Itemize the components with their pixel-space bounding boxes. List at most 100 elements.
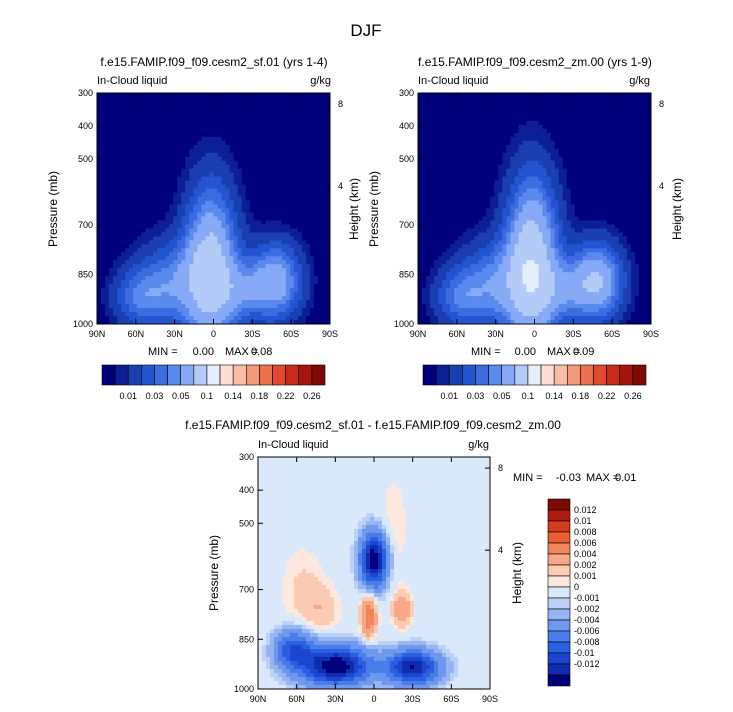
heatmap-cell <box>434 164 439 170</box>
heatmap-cell <box>574 164 580 170</box>
heatmap-cell <box>189 196 195 202</box>
heatmap-cell <box>121 172 126 178</box>
heatmap-cell <box>482 156 487 162</box>
heatmap-cell <box>614 136 620 142</box>
heatmap-cell <box>430 164 435 170</box>
heatmap-cell <box>586 120 592 126</box>
heatmap-cell <box>630 180 636 186</box>
heatmap-cell <box>253 164 259 170</box>
heatmap-cell <box>229 288 235 293</box>
heatmap-cell <box>137 280 142 285</box>
heatmap-cell <box>105 300 110 305</box>
heatmap-cell <box>149 204 154 210</box>
heatmap-cell <box>217 280 223 285</box>
heatmap-cell <box>285 112 291 118</box>
heatmap-cell <box>582 168 588 174</box>
heatmap-cell <box>538 184 544 190</box>
heatmap-cell <box>129 300 134 305</box>
heatmap-cell <box>201 228 207 233</box>
heatmap-cell <box>281 188 287 194</box>
heatmap-cell <box>614 192 620 198</box>
heatmap-cell <box>121 128 126 134</box>
heatmap-cell <box>177 268 182 273</box>
heatmap-cell <box>289 132 295 138</box>
heatmap-cell <box>97 172 102 178</box>
heatmap-cell <box>538 136 544 142</box>
heatmap-cell <box>245 308 251 313</box>
heatmap-cell <box>109 240 114 245</box>
heatmap-cell <box>265 312 271 317</box>
heatmap-cell <box>177 176 182 182</box>
heatmap-cell <box>109 152 114 158</box>
heatmap-cell <box>542 120 548 126</box>
heatmap-cell <box>205 184 211 190</box>
heatmap-cell <box>470 100 475 106</box>
heatmap-cell <box>185 108 190 114</box>
heatmap-cell <box>646 112 651 118</box>
heatmap-cell <box>217 264 223 269</box>
heatmap-cell <box>177 168 182 174</box>
heatmap-cell <box>530 96 536 102</box>
heatmap-cell <box>638 164 644 170</box>
heatmap-cell <box>209 252 215 257</box>
heatmap-cell <box>221 188 227 194</box>
heatmap-cell <box>205 280 211 285</box>
heatmap-cell <box>249 168 255 174</box>
heatmap-cell <box>562 156 568 162</box>
heatmap-cell <box>562 164 568 170</box>
heatmap-cell <box>510 104 516 110</box>
heatmap-cell <box>213 244 219 249</box>
heatmap-cell <box>502 112 507 118</box>
heatmap-cell <box>221 184 227 190</box>
heatmap-cell <box>149 168 154 174</box>
heatmap-cell <box>494 172 499 178</box>
heatmap-cell <box>422 152 427 158</box>
heatmap-cell <box>309 144 315 150</box>
heatmap-cell <box>325 168 330 174</box>
heatmap-cell <box>434 136 439 142</box>
heatmap-cell <box>265 240 271 245</box>
heatmap-cell <box>149 312 154 317</box>
heatmap-cell <box>113 232 118 237</box>
heatmap-cell <box>193 292 199 297</box>
heatmap-cell <box>201 168 207 174</box>
heatmap-cell <box>169 136 174 142</box>
heatmap-cell <box>169 264 174 269</box>
heatmap-cell <box>173 112 178 118</box>
heatmap-cell <box>546 116 552 122</box>
heatmap-cell <box>125 224 130 230</box>
heatmap-cell <box>101 120 106 126</box>
heatmap-cell <box>145 140 150 146</box>
heatmap-cell <box>201 196 207 202</box>
heatmap-cell <box>137 96 142 102</box>
heatmap-cell <box>157 248 162 253</box>
heatmap-cell <box>297 180 303 186</box>
heatmap-cell <box>313 296 319 301</box>
heatmap-cell <box>141 300 146 305</box>
heatmap-cell <box>161 308 166 313</box>
heatmap-cell <box>97 188 102 194</box>
heatmap-cell <box>582 156 588 162</box>
heatmap-cell <box>273 252 279 257</box>
heatmap-cell <box>241 104 247 110</box>
heatmap-cell <box>642 144 648 150</box>
heatmap-cell <box>289 208 295 214</box>
heatmap-cell <box>157 156 162 162</box>
heatmap-cell <box>165 280 170 285</box>
heatmap-cell <box>157 208 162 214</box>
heatmap-cell <box>622 164 628 170</box>
heatmap-cell <box>293 268 299 273</box>
heatmap-cell <box>273 216 279 222</box>
heatmap-cell <box>125 144 130 150</box>
heatmap-cell <box>145 116 150 122</box>
heatmap-cell <box>193 240 199 245</box>
heatmap-cell <box>189 116 195 122</box>
heatmap-cell <box>522 96 528 102</box>
heatmap-cell <box>161 320 166 324</box>
heatmap-cell <box>534 176 540 182</box>
heatmap-cell <box>257 320 263 324</box>
heatmap-cell <box>265 284 271 289</box>
heatmap-cell <box>538 112 544 118</box>
heatmap-cell <box>646 132 651 138</box>
heatmap-cell <box>482 108 487 114</box>
